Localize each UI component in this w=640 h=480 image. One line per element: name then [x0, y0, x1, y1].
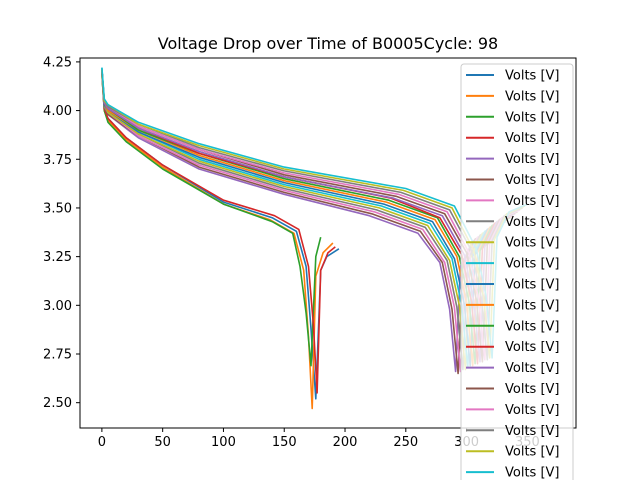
legend-box: [460, 63, 574, 480]
legend-label: Volts [V]: [505, 445, 560, 460]
legend-label: Volts [V]: [505, 298, 560, 313]
y-tick-label: 4.25: [43, 55, 72, 70]
legend-label: Volts [V]: [505, 69, 560, 84]
x-tick-label: 50: [154, 435, 171, 450]
x-tick-label: 250: [393, 435, 418, 450]
y-tick-label: 4.00: [43, 104, 72, 119]
legend-label: Volts [V]: [505, 382, 560, 397]
series-line-4: [101, 71, 336, 394]
x-tick-label: 200: [333, 435, 358, 450]
chart-title: Voltage Drop over Time of B0005Cycle: 98: [158, 34, 498, 53]
x-tick-label: 0: [98, 435, 106, 450]
y-tick-label: 3.50: [43, 201, 72, 216]
legend-label: Volts [V]: [505, 89, 560, 104]
x-tick-label: 100: [211, 435, 236, 450]
x-tick-label: 150: [272, 435, 297, 450]
legend-label: Volts [V]: [505, 110, 560, 125]
legend-label: Volts [V]: [505, 173, 560, 188]
legend-label: Volts [V]: [505, 257, 560, 272]
legend-label: Volts [V]: [505, 278, 560, 293]
legend-label: Volts [V]: [505, 215, 560, 230]
legend-label: Volts [V]: [505, 194, 560, 209]
legend-label: Volts [V]: [505, 466, 560, 480]
y-tick-label: 3.25: [43, 250, 72, 265]
y-tick-label: 2.50: [43, 396, 72, 411]
y-tick-label: 3.00: [43, 299, 72, 314]
legend-label: Volts [V]: [505, 340, 560, 355]
axes-frame: [79, 57, 577, 429]
legend-label: Volts [V]: [505, 319, 560, 334]
legend-label: Volts [V]: [505, 131, 560, 146]
legend-label: Volts [V]: [505, 403, 560, 418]
legend-label: Volts [V]: [505, 424, 560, 439]
legend-label: Volts [V]: [505, 361, 560, 376]
series-line-3: [101, 73, 322, 367]
y-tick-label: 2.75: [43, 348, 72, 363]
legend: Volts [V] Volts [V] Volts [V] Volts [V] Volt…: [460, 63, 574, 480]
y-tick-label: 3.75: [43, 153, 72, 168]
y-axis: 2.50 2.75 3.00 3.25 3.50 3.75 4.00 4.25: [43, 55, 80, 411]
legend-label: Volts [V]: [505, 236, 560, 251]
legend-label: Volts [V]: [505, 152, 560, 167]
